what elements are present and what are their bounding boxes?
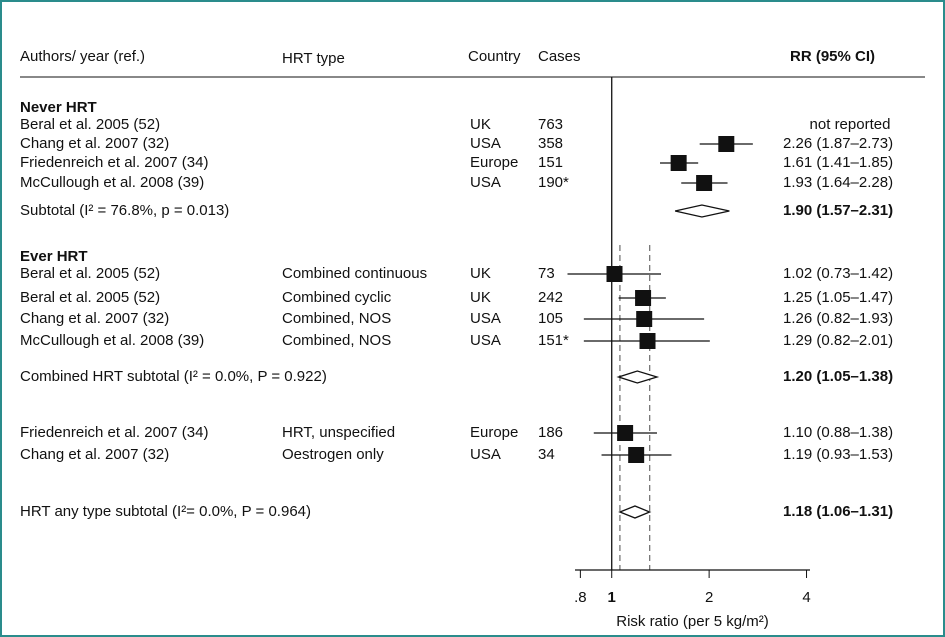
row-author: Chang et al. 2007 (32)	[20, 135, 169, 152]
row-author: Beral et al. 2005 (52)	[20, 265, 160, 282]
row-country: Europe	[470, 424, 518, 441]
row-ci: 1.02 (0.73–1.42)	[783, 265, 893, 282]
point-box	[718, 136, 735, 152]
row-ci: 1.20 (1.05–1.38)	[783, 368, 893, 385]
row-hrt-type: Combined cyclic	[282, 289, 392, 306]
row-country: USA	[470, 174, 501, 191]
diamond	[616, 370, 660, 384]
row-author: McCullough et al. 2008 (39)	[20, 332, 204, 349]
row-cases: 151*	[538, 332, 569, 349]
row-ci: 1.61 (1.41–1.85)	[783, 154, 893, 171]
point-box	[696, 175, 713, 191]
row-country: Europe	[470, 154, 518, 171]
x-axis-label: Risk ratio (per 5 kg/m²)	[616, 613, 769, 630]
x-tick-label: 4	[802, 589, 810, 606]
diamond	[674, 204, 730, 218]
row-author: Never HRT	[20, 99, 97, 116]
row-hrt-type: HRT, unspecified	[282, 424, 395, 441]
row-hrt-type: Combined, NOS	[282, 310, 391, 327]
header-ci: RR (95% CI)	[790, 48, 875, 65]
row-country: USA	[470, 332, 501, 349]
row-ci: 1.29 (0.82–2.01)	[783, 332, 893, 349]
row-author: Beral et al. 2005 (52)	[20, 116, 160, 133]
row-author: Chang et al. 2007 (32)	[20, 310, 169, 327]
header-author: Authors/ year (ref.)	[20, 48, 145, 65]
row-ci: 1.93 (1.64–2.28)	[783, 174, 893, 191]
header-country: Country	[468, 48, 521, 65]
row-hrt-type: Combined, NOS	[282, 332, 391, 349]
row-cases: 763	[538, 116, 563, 133]
diamond	[618, 505, 652, 519]
row-cases: 186	[538, 424, 563, 441]
x-tick-label: 2	[705, 589, 713, 606]
point-box	[670, 155, 687, 171]
row-author: Ever HRT	[20, 248, 88, 265]
point-box	[635, 290, 652, 306]
row-cases: 358	[538, 135, 563, 152]
row-cases: 242	[538, 289, 563, 306]
row-ci: 1.18 (1.06–1.31)	[783, 503, 893, 520]
row-cases: 73	[538, 265, 555, 282]
row-author: Friedenreich et al. 2007 (34)	[20, 154, 208, 171]
row-cases: 105	[538, 310, 563, 327]
header-hrt-type: HRT type	[282, 50, 345, 67]
row-ci: 1.25 (1.05–1.47)	[783, 289, 893, 306]
row-cases: 34	[538, 446, 555, 463]
row-author: Subtotal (I² = 76.8%, p = 0.013)	[20, 202, 229, 219]
row-country: UK	[470, 116, 491, 133]
point-box	[617, 425, 634, 441]
point-box	[636, 311, 653, 327]
row-author: Chang et al. 2007 (32)	[20, 446, 169, 463]
row-ci: 1.10 (0.88–1.38)	[783, 424, 893, 441]
row-country: USA	[470, 135, 501, 152]
row-author: Beral et al. 2005 (52)	[20, 289, 160, 306]
row-author: Combined HRT subtotal (I² = 0.0%, P = 0.…	[20, 368, 327, 385]
row-country: UK	[470, 265, 491, 282]
point-box	[606, 266, 623, 282]
row-cases: 151	[538, 154, 563, 171]
row-author: HRT any type subtotal (I²= 0.0%, P = 0.9…	[20, 503, 311, 520]
row-cases: 190*	[538, 174, 569, 191]
row-ci: 2.26 (1.87–2.73)	[783, 135, 893, 152]
point-box	[639, 333, 656, 349]
point-box	[628, 447, 645, 463]
row-country: UK	[470, 289, 491, 306]
row-hrt-type: Combined continuous	[282, 265, 427, 282]
row-author: Friedenreich et al. 2007 (34)	[20, 424, 208, 441]
row-country: USA	[470, 446, 501, 463]
x-tick-label: 1	[608, 589, 616, 606]
row-ci: 1.90 (1.57–2.31)	[783, 202, 893, 219]
row-ci: 1.19 (0.93–1.53)	[783, 446, 893, 463]
x-tick-label: .8	[574, 589, 587, 606]
row-country: USA	[470, 310, 501, 327]
row-hrt-type: Oestrogen only	[282, 446, 384, 463]
row-ci: 1.26 (0.82–1.93)	[783, 310, 893, 327]
row-author: McCullough et al. 2008 (39)	[20, 174, 204, 191]
header-cases: Cases	[538, 48, 581, 65]
row-ci: not reported	[810, 116, 891, 133]
